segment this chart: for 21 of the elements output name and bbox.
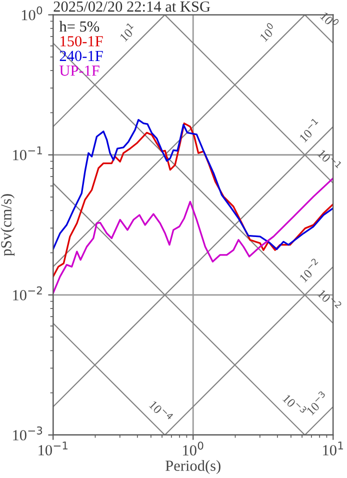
text: UP-1F (60, 66, 100, 76)
y-tick-label: 10$^{−2}$ (13, 286, 42, 300)
y-tick-label: 10$^{−1}$ (13, 146, 42, 160)
chart-title: 2025/02/20 22:14 at KSG (54, 1, 210, 12)
annotation: 10$^{−3}$ (282, 392, 308, 417)
x-tick-label: 10$^{−1}$ (38, 442, 68, 456)
text: 240-1F (60, 50, 103, 62)
y-tick-label: 10$^{−3}$ (13, 426, 42, 440)
annotation: 10$^{−4}$ (148, 398, 174, 424)
x-tick-label: 10$^{1}$ (323, 442, 343, 456)
annotation: 10$^{1}$ (117, 22, 137, 42)
y-tick-label: 10$^{0}$ (22, 6, 42, 20)
legend-title: h= 5% (59, 20, 100, 32)
annotation: 10$^{−2}$ (296, 258, 322, 283)
y-axis-title: pSv(cm/s) (0, 194, 15, 256)
x-tick-label: 10$^{0}$ (183, 442, 204, 456)
annotation: 10$^{−1}$ (317, 147, 342, 172)
x-axis-title: Period(s) (166, 460, 220, 474)
annotation: 10$^{−1}$ (297, 118, 322, 143)
annotation: 10$^{0}$ (257, 22, 278, 42)
text: 150-1F (60, 36, 103, 46)
